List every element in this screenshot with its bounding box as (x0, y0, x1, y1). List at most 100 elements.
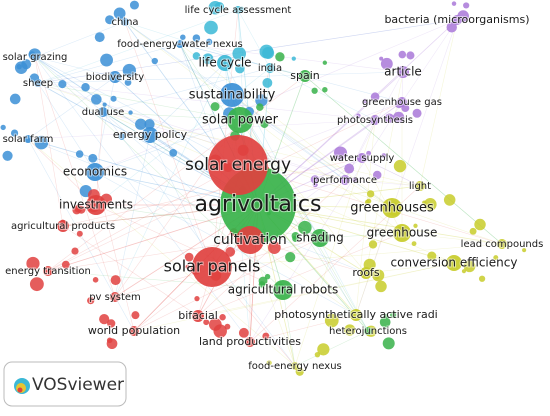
node (497, 239, 507, 249)
minor-node (275, 52, 285, 62)
logo-box (3, 361, 127, 407)
node (220, 83, 244, 107)
minor-node (522, 248, 527, 253)
edge (34, 56, 104, 113)
node-label: energy policy (113, 128, 188, 141)
minor-node (463, 2, 470, 9)
minor-node (469, 227, 477, 235)
minor-node (256, 103, 264, 111)
edge (102, 111, 296, 367)
minor-node (380, 57, 393, 70)
node-label: china (111, 17, 138, 28)
minor-node (128, 110, 133, 115)
node (176, 40, 184, 48)
minor-node (463, 260, 476, 273)
minor-node (21, 59, 32, 70)
edge (37, 82, 346, 181)
minor-node (285, 252, 296, 263)
node (129, 326, 139, 336)
minor-node (266, 360, 272, 366)
node-label: biodiversity (86, 72, 144, 83)
minor-node (262, 77, 273, 88)
node-label: investments (59, 198, 133, 212)
edge (37, 82, 96, 173)
minor-node (344, 324, 356, 336)
edge (419, 19, 458, 187)
node-label: photosynthesis (337, 115, 413, 126)
edge (37, 19, 458, 84)
minor-node (413, 223, 418, 228)
edge (197, 232, 403, 317)
edge (27, 76, 116, 140)
minor-node (422, 200, 427, 205)
minor-node (356, 113, 361, 118)
node-label: world population (88, 324, 180, 337)
node (192, 310, 204, 322)
minor-node (324, 313, 339, 328)
minor-node (368, 240, 378, 249)
edge (27, 138, 367, 274)
edge (269, 67, 376, 121)
minor-node (474, 218, 486, 231)
node (357, 153, 367, 163)
edge (282, 289, 296, 367)
minor-node (322, 60, 328, 65)
edge (37, 19, 458, 84)
minor-node (461, 269, 467, 274)
minor-node (411, 241, 417, 247)
node-label: economics (63, 165, 127, 179)
minor-node (268, 241, 281, 254)
node-label: greenhouses (350, 201, 434, 216)
minor-node (10, 129, 19, 137)
minor-node (205, 38, 213, 45)
edge (124, 21, 213, 268)
edge (95, 111, 104, 206)
edge (94, 76, 116, 173)
node-label: heterojunctions (329, 326, 407, 337)
minor-node (192, 34, 201, 42)
minor-node (194, 296, 200, 302)
edges (27, 9, 503, 367)
edge (47, 270, 284, 291)
node (192, 247, 232, 287)
edge (361, 157, 421, 187)
edge (34, 56, 116, 298)
minor-node (295, 367, 304, 376)
minor-node (344, 163, 355, 174)
minor-node (74, 204, 83, 213)
edge (37, 82, 241, 121)
edge (27, 138, 259, 206)
minor-node (71, 247, 79, 255)
minor-node (366, 198, 372, 204)
node-label: dual use (82, 107, 124, 118)
minor-node (384, 113, 395, 124)
minor-node (379, 316, 391, 328)
labels: china life cycle assessment food-energy-wa… (2, 4, 545, 373)
node-label: greenhouse (367, 226, 438, 240)
logo-text: VOSviewer (32, 375, 124, 395)
edge (34, 56, 251, 343)
node (382, 198, 402, 218)
minor-node (258, 276, 268, 286)
minor-node (311, 87, 318, 94)
minor-node (113, 7, 126, 20)
minor-node (372, 170, 382, 180)
minor-node (202, 53, 214, 65)
edge (94, 19, 458, 173)
node-label: spain (290, 69, 320, 82)
minor-node (106, 338, 118, 350)
minor-node (333, 146, 348, 160)
edge (102, 111, 241, 121)
node-label: solar panels (164, 257, 261, 276)
edge (37, 71, 404, 84)
node-label: light (409, 181, 431, 192)
edge (34, 56, 239, 166)
node-label: greenhouse gas (362, 97, 442, 108)
node (364, 327, 372, 335)
minor-node (76, 230, 83, 237)
edge (149, 62, 226, 136)
minor-node (374, 274, 380, 280)
node-label: agricultural products (11, 221, 115, 232)
minor-node (185, 264, 190, 269)
edge (257, 204, 503, 245)
